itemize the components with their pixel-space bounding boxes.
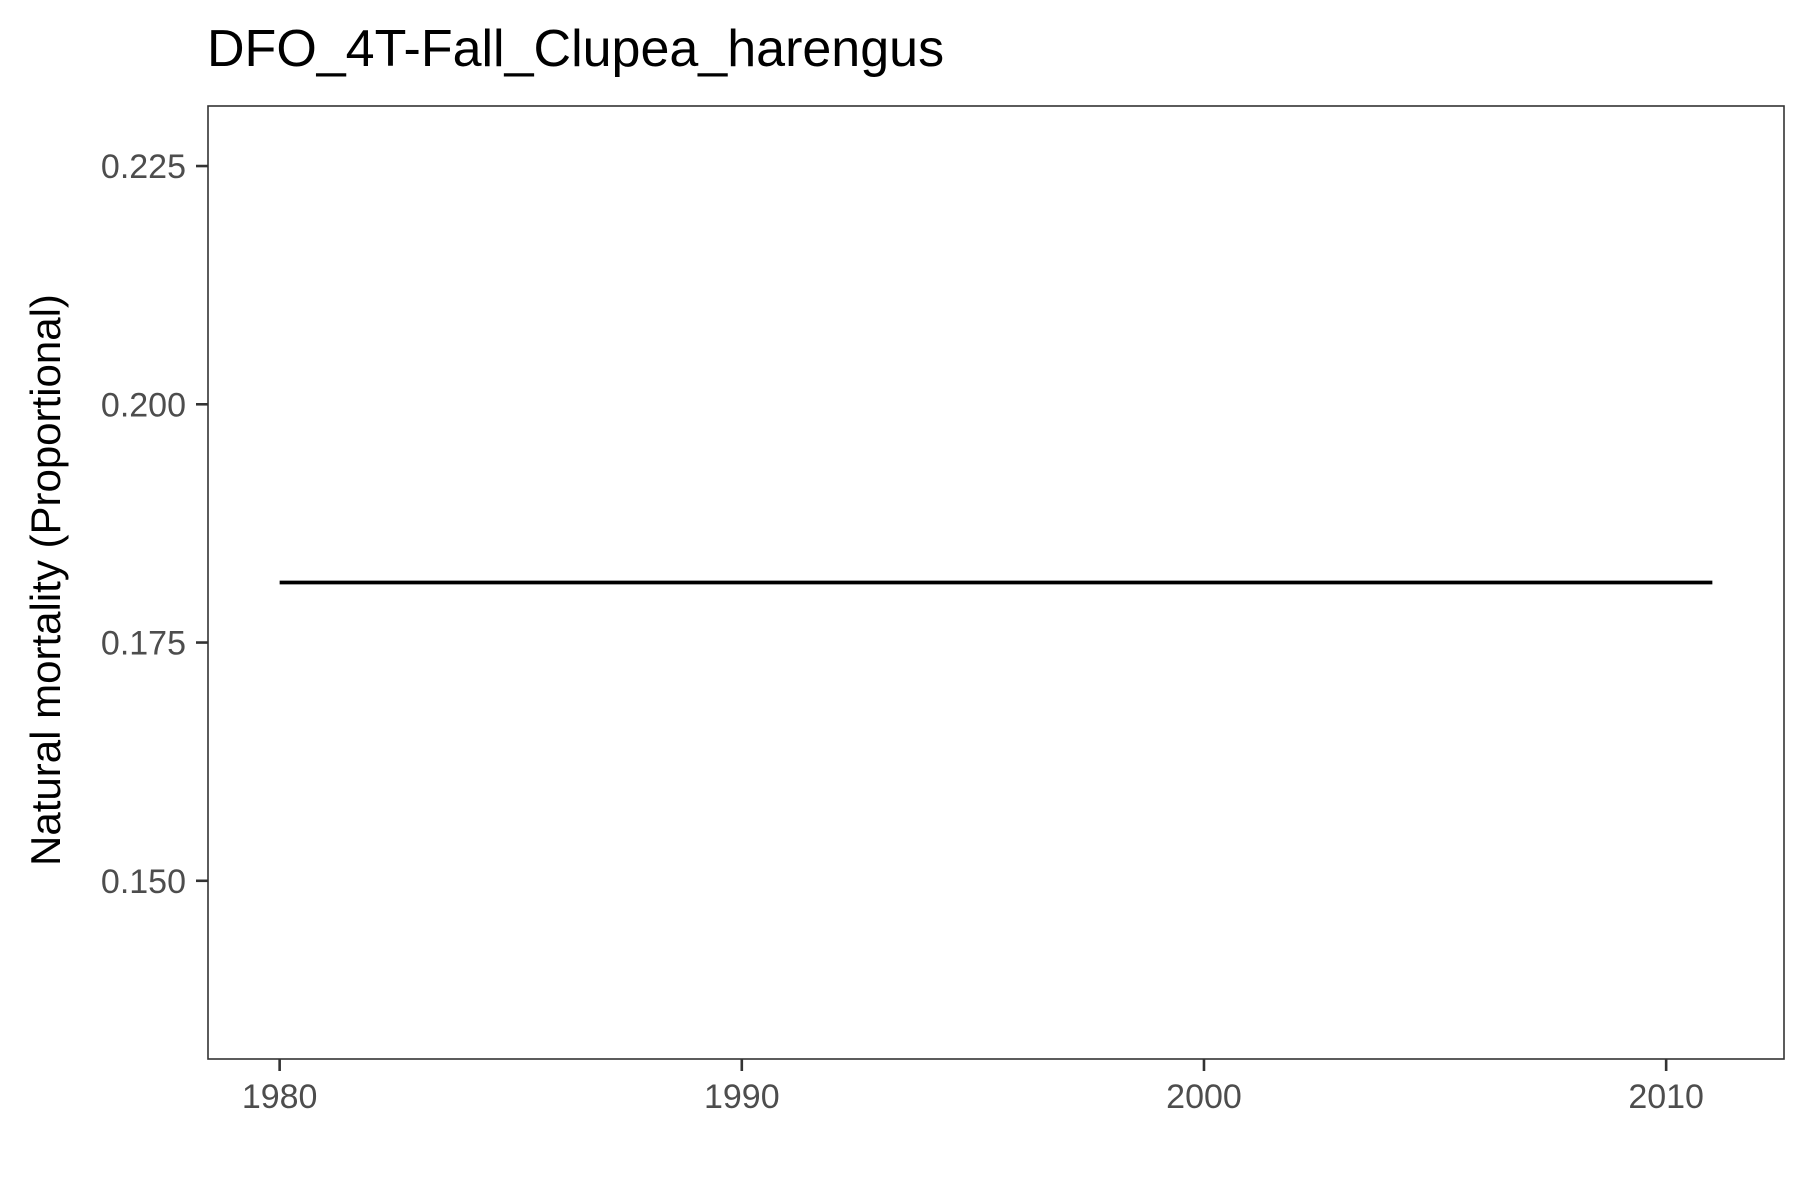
chart-title: DFO_4T-Fall_Clupea_harengus xyxy=(207,20,944,78)
y-axis: 0.150 0.175 0.200 0.225 xyxy=(101,148,208,901)
plot-panel-border xyxy=(207,105,1785,1060)
y-axis-label: Natural mortality (Proportional) xyxy=(22,294,69,866)
y-tick-label: 0.225 xyxy=(101,148,186,186)
x-tick-label: 1990 xyxy=(704,1078,780,1116)
y-tick-label: 0.200 xyxy=(101,386,186,424)
x-tick-label: 1980 xyxy=(242,1078,318,1116)
x-tick-label: 2000 xyxy=(1166,1078,1242,1116)
y-tick-label: 0.150 xyxy=(101,863,186,901)
x-axis: 1980 1990 2000 2010 xyxy=(242,1059,1704,1116)
x-tick-label: 2010 xyxy=(1628,1078,1704,1116)
y-tick-label: 0.175 xyxy=(101,625,186,663)
